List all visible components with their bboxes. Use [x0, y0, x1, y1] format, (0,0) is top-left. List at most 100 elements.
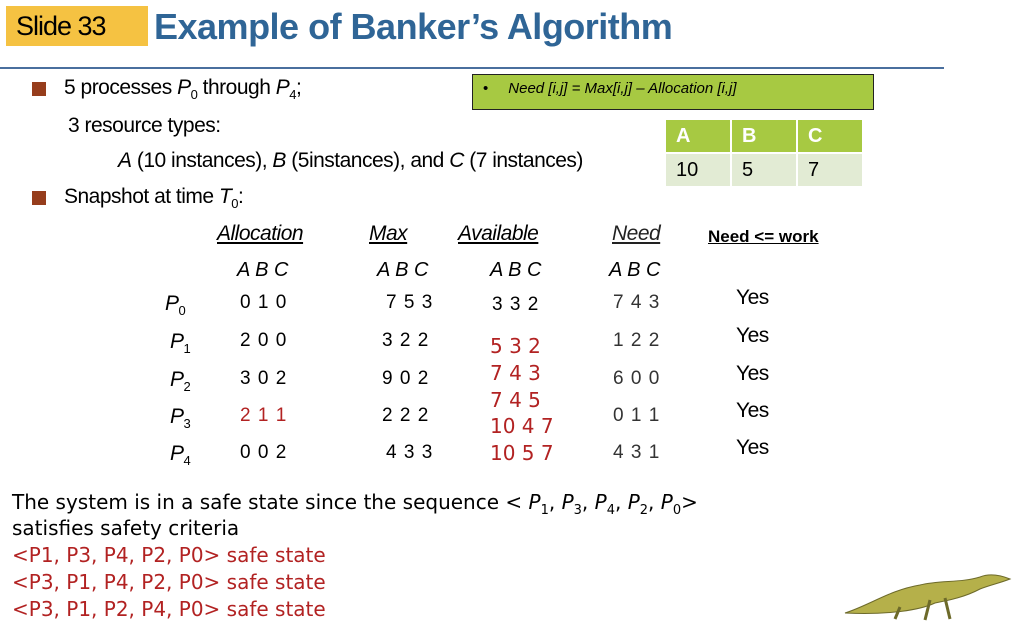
value: Yes: [736, 286, 769, 309]
value: Yes: [736, 362, 769, 385]
need-le-work-cell: Yes: [736, 436, 769, 460]
max-cell: 7 5 3: [386, 292, 433, 314]
text: ;: [295, 76, 302, 99]
bullet-square-icon: [32, 82, 46, 96]
text: P: [528, 490, 541, 514]
value: Yes: [736, 399, 769, 422]
title-divider: [0, 67, 944, 69]
text: P: [627, 490, 640, 514]
resource-instances-text: A (10 instances), B (5instances), and C …: [118, 149, 583, 173]
safe-sequence: <P3, P1, P4, P2, P0> safe state: [12, 570, 326, 594]
work-value: 10 5 7: [490, 441, 554, 465]
need-cell: 0 1 1: [613, 405, 660, 427]
work-value: 7 4 5: [490, 388, 541, 412]
text: 2: [639, 503, 649, 518]
header-need-le-work: Need <= work: [708, 227, 819, 246]
need-le-work-cell: Yes: [736, 399, 769, 423]
safe-sequence: <P3, P1, P2, P4, P0> safe state: [12, 597, 326, 621]
text: A: [118, 149, 132, 172]
bullet: •: [483, 80, 489, 97]
text: through: [197, 76, 276, 99]
process-label: P0: [165, 292, 186, 318]
process-letter: P: [170, 330, 184, 353]
need-formula-box: • Need [i,j] = Max[i,j] – Allocation [i,j…: [472, 74, 874, 110]
text: ,: [648, 490, 661, 514]
header-b: B: [730, 118, 798, 154]
text: (7 instances): [463, 149, 583, 172]
value: 6 0 0: [613, 368, 661, 389]
resource-types-text: 3 resource types:: [68, 114, 221, 137]
value: 2 2 2: [382, 405, 430, 426]
value: 7 5 3: [386, 292, 434, 313]
text: 0: [672, 503, 682, 518]
process-index: 3: [183, 416, 191, 432]
abc-need: A B C: [609, 259, 661, 281]
text: (10 instances),: [131, 149, 273, 172]
abc-available: A B C: [490, 259, 542, 281]
header-need: Need: [612, 222, 661, 245]
text: 4: [289, 87, 296, 103]
bullet-processes: 5 processes P0 through P4;: [64, 76, 302, 103]
need-le-work-cell: Yes: [736, 362, 769, 386]
allocation-cell: 0 1 0: [240, 292, 287, 314]
value: 3 2 2: [382, 330, 430, 351]
text: ,: [614, 490, 628, 514]
header-available: Available: [458, 222, 539, 245]
safe-sequence: <P1, P3, P4, P2, P0> safe state: [12, 543, 326, 567]
max-cell: 4 3 3: [386, 442, 433, 464]
value: 2 1 1: [240, 405, 288, 426]
dinosaur-logo-icon: [844, 574, 1012, 621]
value: Yes: [736, 436, 769, 459]
work-value: 5 3 2: [490, 334, 541, 358]
value: 2 0 0: [240, 330, 288, 351]
process-label: P4: [170, 442, 191, 468]
text: P: [177, 76, 191, 99]
text: B: [272, 149, 286, 172]
need-le-work-cell: Yes: [736, 324, 769, 348]
process-index: 1: [183, 341, 191, 357]
process-letter: P: [170, 442, 184, 465]
need-cell: 1 2 2: [613, 330, 660, 352]
value: 4 3 1: [613, 442, 661, 463]
header-allocation: Allocation: [217, 222, 304, 245]
text: P: [561, 490, 574, 514]
allocation-cell: 0 0 2: [240, 442, 287, 464]
need-le-work-cell: Yes: [736, 286, 769, 310]
conclusion-line2: satisfies safety criteria: [12, 516, 240, 540]
header-max: Max: [369, 222, 408, 245]
abc-allocation: A B C: [237, 259, 289, 281]
text: 4: [606, 503, 615, 518]
value-c: 7: [796, 152, 864, 188]
abc-max: A B C: [377, 259, 429, 281]
value: 7 4 3: [613, 292, 661, 313]
process-letter: P: [170, 368, 184, 391]
need-cell: 6 0 0: [613, 368, 660, 390]
value: 1 2 2: [613, 330, 661, 351]
snapshot-text: Snapshot at time T0:: [64, 185, 244, 212]
need-cell: 7 4 3: [613, 292, 660, 314]
value: 0 0 2: [240, 442, 288, 463]
max-cell: 3 2 2: [382, 330, 429, 352]
work-value: 10 4 7: [490, 414, 554, 438]
value: 0 1 1: [613, 405, 661, 426]
need-cell: 4 3 1: [613, 442, 660, 464]
available-value: 3 3 2: [492, 294, 540, 315]
text: C: [449, 149, 464, 172]
text: 0: [231, 196, 238, 212]
process-label: P2: [170, 368, 191, 394]
text: P: [660, 490, 673, 514]
allocation-cell: 3 0 2: [240, 368, 287, 390]
process-label: P1: [170, 330, 191, 357]
max-cell: 9 0 2: [382, 368, 429, 390]
value: 3 0 2: [240, 368, 288, 389]
text: P: [275, 76, 290, 99]
text: Snapshot at time: [64, 185, 219, 208]
text: >: [681, 490, 698, 514]
allocation-cell: 2 0 0: [240, 330, 287, 352]
process-label: P3: [170, 405, 191, 432]
slide-title: Example of Banker’s Algorithm: [154, 6, 673, 47]
text: (5instances), and: [285, 149, 450, 172]
process-letter: P: [170, 405, 184, 428]
slide-number-label: Slide 33: [6, 6, 148, 46]
